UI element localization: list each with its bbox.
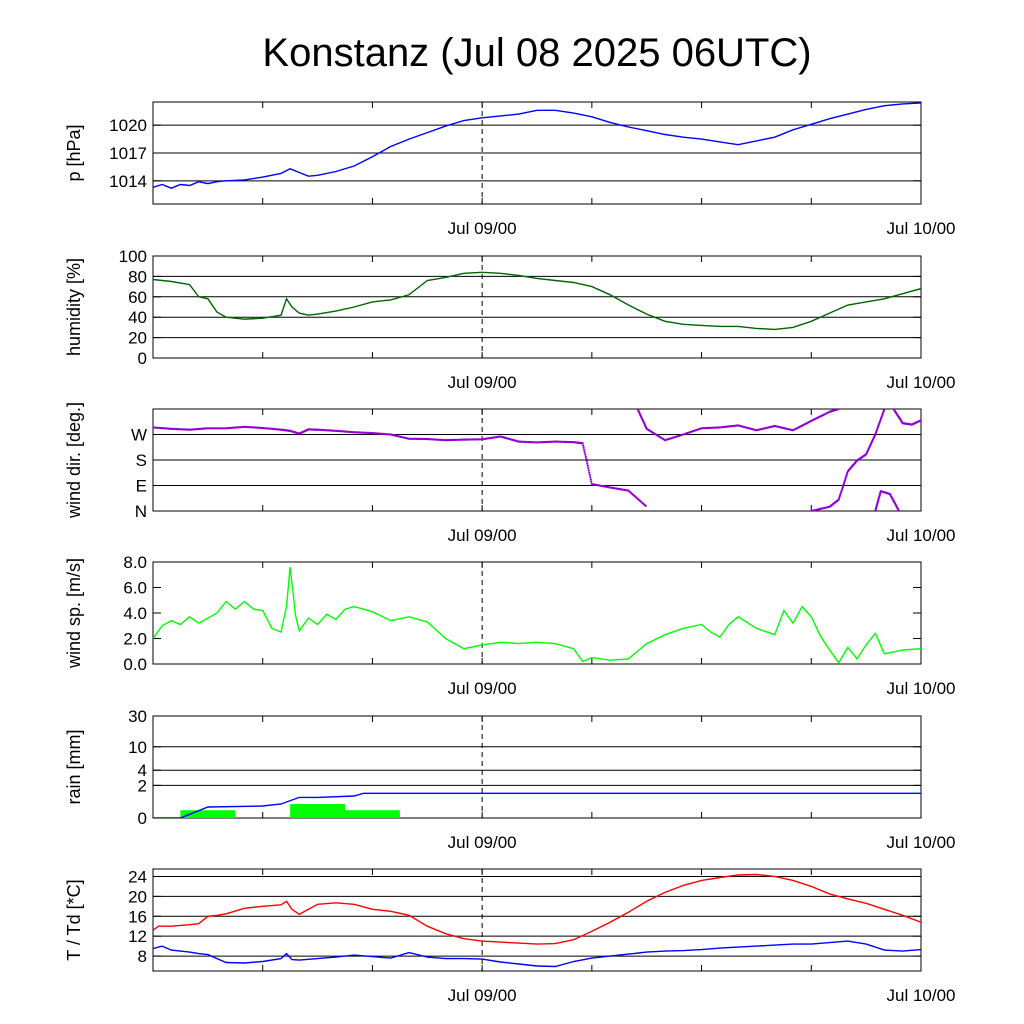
panel-wind-speed: 0.0 2.0 4.0 6.0 8.0 Jul 09/00 Jul 10/00 wind sp… [64,553,956,698]
y-tick-label: 60 [128,288,147,307]
data-layer [153,102,921,189]
data-layer [153,792,921,818]
y-tick-label: 0 [138,809,147,828]
rain-bar [345,810,400,818]
x-tick-label: Jul 10/00 [887,526,956,545]
plot-frame [152,715,922,819]
y-tick-label: 40 [128,308,147,327]
plot-frame [152,868,922,972]
data-layer [153,567,921,664]
series-line [153,102,921,189]
wind-dir-point [583,449,586,452]
wind-dir-point [586,462,589,465]
x-tick-label: Jul 09/00 [448,986,517,1005]
wind-dir-point [588,471,591,474]
y-axis-label: p [hPa] [64,124,84,181]
y-axis-label: rain [mm] [64,729,84,804]
data-layer [153,409,921,511]
x-tick-label: Jul 10/00 [887,219,956,238]
y-tick-label: 8.0 [123,553,147,572]
wind-dir-point [897,509,900,511]
x-tick-label: Jul 09/00 [448,219,517,238]
wind-dir-point [644,504,647,507]
x-tick-label: Jul 10/00 [887,833,956,852]
wind-dir-point [582,444,585,447]
y-axis-label: T / Td [*C] [64,879,84,960]
y-tick-label: 8 [138,947,147,966]
wind-dir-point [589,476,592,479]
y-tick-label: S [136,451,147,470]
data-layer [153,271,921,331]
y-tick-label: 2.0 [123,630,147,649]
rain-bar [180,810,236,818]
x-tick-label: Jul 10/00 [887,679,956,698]
y-tick-label: 1020 [109,116,147,135]
x-tick-label: Jul 10/00 [887,373,956,392]
wind-dir-point [582,446,585,449]
x-tick-label: Jul 09/00 [448,526,517,545]
wind-dir-point [590,480,593,483]
wind-dir-point [583,451,586,454]
wind-dir-point [837,409,840,411]
y-axis-label: wind sp. [m/s] [64,558,84,669]
plot-frame [152,255,922,359]
y-tick-label: E [136,477,147,496]
y-tick-label: 2 [138,776,147,795]
series-line [153,271,921,331]
y-tick-label: 24 [128,867,147,886]
y-tick-label: 16 [128,907,147,926]
wind-dir-point [581,442,584,445]
y-tick-label: 100 [119,247,147,266]
cumulative-rain-line [153,792,921,818]
wind-dir-point [588,473,591,477]
panel-rain: 0 24 10 30 Jul 09/00 Jul 10/00 rain [mm] [64,707,956,852]
wind-dir-point [882,409,886,412]
x-tick-label: Jul 09/00 [448,833,517,852]
wind-dir-point [919,419,921,422]
y-tick-label: 0.0 [123,655,147,674]
y-tick-label: 4.0 [123,604,147,623]
wind-dir-point [585,460,588,463]
series-line [153,940,921,968]
y-tick-label: W [131,426,147,445]
wind-dir-point [587,467,590,470]
chart-title: Konstanz (Jul 08 2025 06UTC) [262,31,811,75]
wind-dir-point [584,455,587,458]
y-tick-label: 12 [128,927,147,946]
wind-dir-point [585,458,588,461]
wind-dir-point [587,469,590,472]
panel-pressure: 1014 1017 1020 Jul 09/00 Jul 10/00 p [hPa] [64,101,956,238]
y-tick-label: 1017 [109,144,147,163]
y-axis-label: wind dir. [deg.] [64,402,84,519]
y-tick-label: 80 [128,267,147,286]
series-line [153,873,921,945]
y-axis-label: humidity [%] [64,258,84,356]
data-layer [153,873,921,968]
y-tick-label: 1014 [109,172,147,191]
y-tick-label: 20 [128,329,147,348]
y-tick-label: 4 [138,761,147,780]
plot-frame [152,561,922,665]
x-tick-label: Jul 10/00 [887,986,956,1005]
x-tick-label: Jul 09/00 [448,373,517,392]
wind-dir-point [584,453,587,456]
wind-dir-point [589,478,592,481]
y-tick-label: 10 [128,738,147,757]
y-tick-label: 6.0 [123,579,147,598]
x-tick-label: Jul 09/00 [448,679,517,698]
y-tick-label: 0 [138,349,147,368]
rain-bar [290,804,345,818]
y-tick-label: 20 [128,887,147,906]
series-line [153,567,921,664]
y-tick-label: N [135,502,147,521]
wind-dir-point [586,464,589,467]
y-tick-label: 30 [128,707,147,726]
